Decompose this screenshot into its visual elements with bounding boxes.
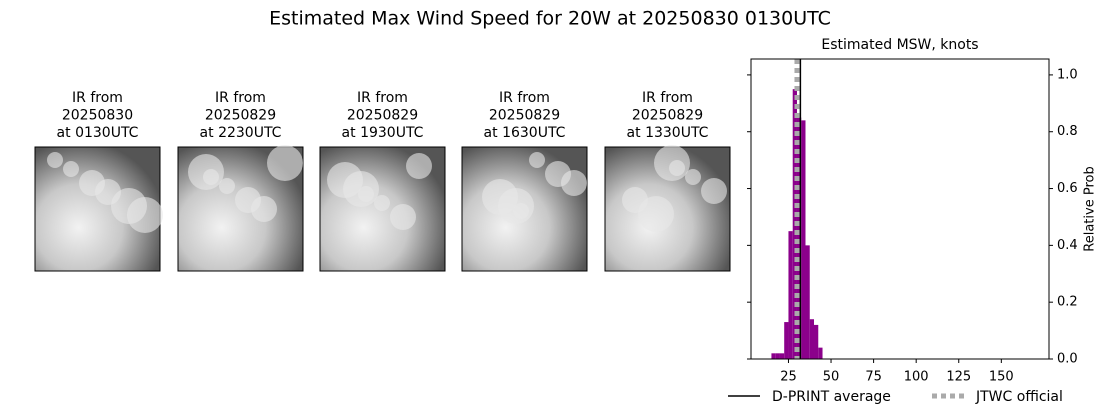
y-tick-label: 0.4	[1057, 238, 1078, 253]
cloud-texture	[390, 204, 416, 230]
cloud-texture	[498, 188, 534, 224]
panel-title: 20250829	[489, 108, 560, 124]
cloud-texture	[561, 170, 587, 196]
cloud-texture	[685, 169, 701, 185]
cloud-texture	[267, 145, 303, 181]
cloud-texture	[343, 171, 379, 207]
bar	[805, 245, 810, 359]
cloud-texture	[406, 153, 432, 179]
panel-title: IR from	[642, 90, 693, 106]
x-tick-label: 50	[823, 370, 840, 385]
cloud-texture	[127, 197, 163, 233]
panel-title: IR from	[72, 90, 123, 106]
cloud-texture	[529, 152, 545, 168]
panel-title: at 2230UTC	[200, 125, 282, 141]
x-tick-label: 75	[865, 370, 882, 385]
bar	[801, 120, 806, 359]
y-tick-label: 0.0	[1057, 352, 1078, 367]
cloud-texture	[219, 178, 235, 194]
cloud-texture	[95, 179, 121, 205]
bar	[818, 347, 823, 359]
cloud-texture	[63, 161, 79, 177]
plot-frame	[750, 58, 1050, 360]
legend-label: JTWC official	[975, 389, 1063, 405]
x-tick-label: 100	[904, 370, 929, 385]
cloud-texture	[374, 195, 390, 211]
bar	[796, 117, 802, 359]
panel-title: 20250829	[632, 108, 703, 124]
cloud-texture	[701, 178, 727, 204]
chart-title: Estimated MSW, knots	[821, 37, 978, 53]
bar	[779, 353, 785, 359]
panel-title: 20250830	[62, 108, 133, 124]
cloud-texture	[47, 152, 63, 168]
y-tick-label: 0.6	[1057, 181, 1078, 196]
panel-title: IR from	[357, 90, 408, 106]
bar	[809, 319, 815, 359]
x-tick-label: 150	[989, 370, 1014, 385]
bar	[771, 353, 776, 359]
panel-title: at 1630UTC	[484, 125, 566, 141]
bar	[775, 353, 780, 359]
panel-title: at 0130UTC	[57, 125, 139, 141]
panel-title: 20250829	[205, 108, 276, 124]
cloud-texture	[654, 145, 690, 181]
panel-title: IR from	[499, 90, 550, 106]
cloud-texture	[622, 187, 648, 213]
y-tick-label: 1.0	[1057, 67, 1078, 82]
x-tick-label: 125	[946, 370, 971, 385]
legend-label: D-PRINT average	[772, 389, 891, 405]
x-tick-label: 25	[780, 370, 797, 385]
bar	[788, 231, 793, 359]
bar	[784, 322, 789, 359]
bar	[814, 324, 819, 359]
y-tick-label: 0.8	[1057, 124, 1078, 139]
y-tick-label: 0.2	[1057, 295, 1078, 310]
panel-title: at 1930UTC	[342, 125, 424, 141]
main-title: Estimated Max Wind Speed for 20W at 2025…	[269, 8, 831, 30]
cloud-texture	[251, 196, 277, 222]
cloud-texture	[188, 154, 224, 190]
y-axis-label: Relative Prob	[1083, 166, 1098, 251]
panel-title: at 1330UTC	[627, 125, 709, 141]
panel-title: IR from	[215, 90, 266, 106]
panel-title: 20250829	[347, 108, 418, 124]
